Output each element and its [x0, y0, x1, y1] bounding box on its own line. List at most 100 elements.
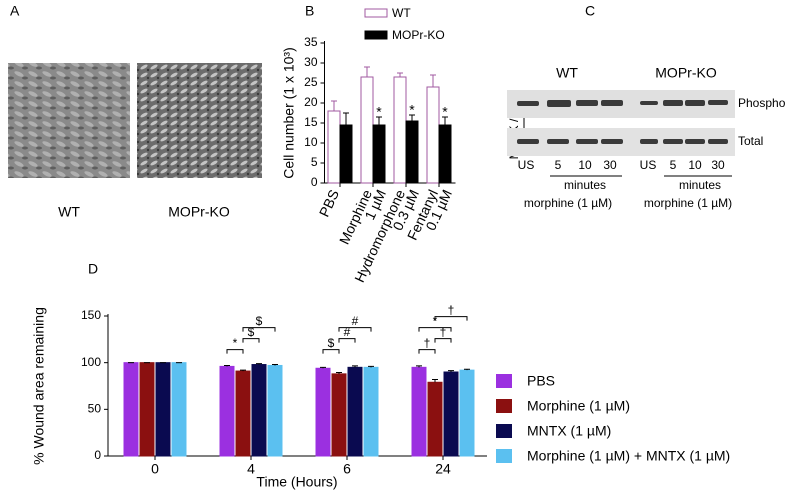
group-label: WT — [556, 65, 578, 81]
legend-swatch — [496, 399, 512, 413]
x-tick-label: 24 — [435, 461, 451, 477]
bracket — [338, 338, 356, 343]
significance: # — [344, 325, 351, 339]
bar — [426, 86, 440, 184]
bar — [347, 366, 363, 457]
bar — [327, 110, 341, 184]
x-label: Time (Hours) — [256, 474, 337, 490]
legend-swatch — [496, 449, 512, 463]
treatment-label: morphine (1 µM) — [644, 196, 732, 210]
y-tick-label: 5 — [311, 155, 318, 169]
bar — [438, 124, 452, 184]
bracket — [322, 349, 340, 354]
legend-label: PBS — [527, 373, 555, 389]
lane-label: 5 — [555, 158, 562, 172]
y-tick-label: 10 — [304, 135, 318, 149]
legend-label: MOPr-KO — [392, 28, 445, 42]
error-bar — [397, 72, 403, 77]
error-bar — [272, 364, 278, 366]
lane-label: 10 — [688, 158, 702, 172]
error-bar — [368, 365, 374, 368]
significance: * — [376, 104, 382, 120]
significance: † — [440, 325, 447, 339]
bar — [372, 124, 386, 184]
row-label: Phospho — [738, 96, 786, 110]
error-bar — [336, 371, 342, 374]
y-tick-label: 30 — [304, 55, 318, 69]
bar — [331, 373, 347, 457]
bracket — [338, 327, 372, 332]
bar — [155, 362, 171, 457]
error-bar — [430, 74, 436, 87]
bar — [363, 366, 379, 457]
micrograph — [137, 63, 262, 178]
bracket — [434, 316, 468, 321]
x-tick-label: 0 — [151, 461, 159, 477]
error-bar — [256, 363, 262, 365]
bar — [459, 369, 475, 457]
significance: † — [448, 303, 455, 317]
bar — [360, 76, 374, 184]
x-tick-label: 4 — [247, 461, 255, 477]
y-tick-label: 50 — [88, 402, 102, 416]
significance: $ — [256, 314, 263, 328]
error-bar — [224, 364, 230, 367]
panel-label: B — [305, 3, 314, 19]
error-bar — [320, 366, 326, 369]
y-tick-label: 35 — [304, 35, 318, 49]
treatment-label: morphine (1 µM) — [524, 196, 612, 210]
legend-swatch — [496, 424, 512, 438]
bar — [411, 366, 427, 457]
panel-label: C — [585, 3, 595, 19]
y-tick-label: 25 — [304, 75, 318, 89]
bar — [443, 371, 459, 457]
legend-label: Morphine (1 µM) — [527, 398, 630, 414]
error-bar — [352, 365, 358, 368]
bracket — [242, 338, 260, 343]
error-bar — [464, 368, 470, 371]
bracket — [418, 349, 436, 354]
lane-label: US — [640, 158, 657, 172]
bar — [405, 120, 419, 184]
caption: WT — [58, 204, 80, 220]
error-bar — [331, 100, 337, 111]
bar — [235, 370, 251, 457]
minutes-label: minutes — [679, 178, 721, 192]
significance: * — [433, 314, 438, 328]
error-bar — [432, 378, 438, 383]
significance: * — [442, 104, 448, 120]
error-bar — [409, 114, 415, 121]
bracket — [434, 338, 452, 343]
error-bar — [343, 112, 349, 125]
bar — [171, 362, 187, 457]
y-tick-label: 0 — [311, 175, 318, 189]
error-bar — [416, 365, 422, 368]
significance: * — [233, 336, 238, 350]
legend-swatch — [364, 8, 388, 18]
y-tick-label: 100 — [81, 355, 101, 369]
lane-label: 30 — [603, 158, 617, 172]
panel-label: A — [10, 3, 20, 19]
significance: * — [409, 102, 415, 118]
bracket — [418, 327, 452, 332]
y-tick-label: 150 — [81, 308, 101, 322]
lane-label: US — [518, 158, 535, 172]
y-tick-label: 0 — [94, 448, 101, 462]
bracket — [242, 327, 276, 332]
lane-label: 5 — [670, 158, 677, 172]
group-label: MOPr-KO — [655, 65, 717, 81]
legend-label: MNTX (1 µM) — [527, 423, 611, 439]
lane-label: 10 — [578, 158, 592, 172]
y-label: % Wound area remaining — [31, 307, 47, 465]
lane-label: 30 — [711, 158, 725, 172]
caption: MOPr-KO — [168, 204, 230, 220]
x-tick-label: PBS — [316, 187, 342, 219]
bar — [393, 76, 407, 184]
y-tick-label: 20 — [304, 95, 318, 109]
legend-label: Morphine (1 µM) + MNTX (1 µM) — [527, 448, 730, 464]
bar — [251, 364, 267, 457]
minutes-label: minutes — [564, 178, 606, 192]
x-tick-label: 6 — [343, 461, 351, 477]
y-tick-label: 15 — [304, 115, 318, 129]
